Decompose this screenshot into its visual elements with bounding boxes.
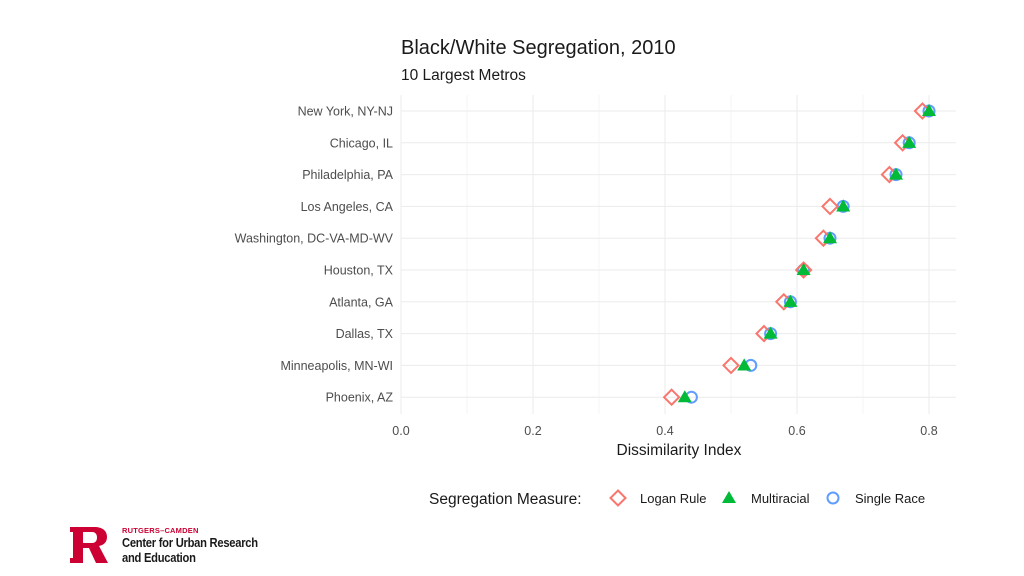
legend-title: Segregation Measure: <box>429 491 582 508</box>
category-label: Dallas, TX <box>336 327 394 341</box>
legend-key-diamond <box>609 489 627 507</box>
data-point-triangle <box>763 326 778 339</box>
data-point-triangle <box>902 135 917 148</box>
x-tick-label: 0.8 <box>920 424 937 438</box>
legend: Segregation Measure: Logan Rule Multiraci… <box>429 489 925 508</box>
data-point-triangle <box>836 199 851 212</box>
legend-label: Logan Rule <box>640 491 707 506</box>
category-label: Atlanta, GA <box>329 295 394 309</box>
logo-line-2: and Education <box>122 550 196 565</box>
category-label: Chicago, IL <box>330 136 393 150</box>
logo-kicker: RUTGERS–CAMDEN <box>122 526 199 535</box>
data-marks <box>662 102 936 407</box>
data-point-diamond <box>722 356 740 375</box>
rutgers-camden-logo: RUTGERS–CAMDEN Center for Urban Research… <box>68 525 278 570</box>
data-point-triangle <box>783 294 798 307</box>
category-label: Minneapolis, MN-WI <box>280 359 393 373</box>
category-label: Washington, DC-VA-MD-WV <box>235 232 394 246</box>
data-point-triangle <box>677 390 692 403</box>
x-tick-label: 0.6 <box>788 424 805 438</box>
data-point-diamond <box>794 261 813 279</box>
category-labels: New York, NY-NJ Chicago, IL Philadelphia, … <box>235 105 394 405</box>
x-tick-labels: 0.0 0.2 0.4 0.6 0.8 <box>392 424 937 438</box>
data-point-triangle <box>796 263 811 276</box>
data-point-triangle <box>922 104 936 117</box>
category-label: New York, NY-NJ <box>298 105 393 119</box>
rutgers-r-icon <box>70 527 108 563</box>
x-tick-label: 0.0 <box>392 424 409 438</box>
data-point-diamond <box>821 197 839 216</box>
category-label: Phoenix, AZ <box>326 391 394 405</box>
data-point-triangle <box>737 358 752 371</box>
x-tick-label: 0.2 <box>524 424 541 438</box>
legend-key-triangle <box>722 491 736 504</box>
data-point-diamond <box>662 388 681 407</box>
legend-label: Multiracial <box>751 491 810 506</box>
logo-text: RUTGERS–CAMDEN Center for Urban Research… <box>122 526 280 565</box>
category-label: Houston, TX <box>324 264 394 278</box>
data-point-triangle <box>889 167 903 180</box>
logo-line-1: Center for Urban Research <box>122 535 258 550</box>
data-point-triangle <box>823 231 837 244</box>
x-tick-label: 0.4 <box>656 424 673 438</box>
grid <box>400 95 956 414</box>
x-axis-title: Dissimilarity Index <box>617 442 742 459</box>
category-label: Los Angeles, CA <box>301 200 394 214</box>
legend-key-circle <box>826 491 840 505</box>
chart-title: Black/White Segregation, 2010 <box>401 37 676 59</box>
chart-subtitle: 10 Largest Metros <box>401 67 526 84</box>
category-label: Philadelphia, PA <box>302 168 393 182</box>
legend-label: Single Race <box>855 491 925 506</box>
